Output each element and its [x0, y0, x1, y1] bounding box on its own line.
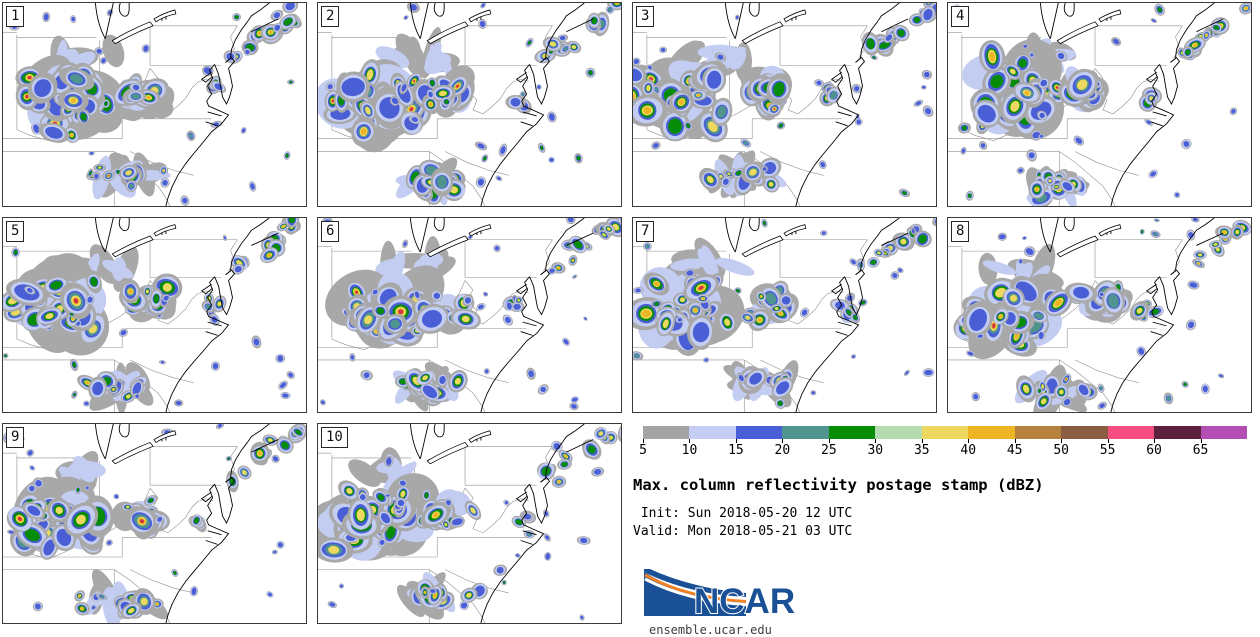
colorbar-tick-label: 40	[960, 443, 976, 458]
ncar-logo-text: NCAR	[694, 582, 795, 621]
member-number-badge: 6	[321, 221, 339, 242]
colorbar-segment	[782, 426, 828, 439]
member-number: 4	[956, 8, 964, 24]
init-time: Init: Sun 2018-05-20 12 UTC	[633, 506, 852, 521]
reflectivity-map	[3, 424, 306, 623]
colorbar-tick-label: 20	[775, 443, 791, 458]
member-number-badge: 3	[636, 6, 654, 27]
colorbar-tick-label: 55	[1100, 443, 1116, 458]
reflectivity-map	[3, 3, 306, 206]
member-number-badge: 8	[951, 221, 969, 242]
member-number: 2	[326, 8, 334, 24]
forecast-panel-6: 6	[317, 217, 622, 413]
colorbar-segment	[643, 426, 689, 439]
colorbar-tick-label: 50	[1053, 443, 1069, 458]
colorbar-tick-label: 15	[728, 443, 744, 458]
reflectivity-map	[318, 218, 621, 412]
colorbar-segment	[875, 426, 921, 439]
colorbar-tick-label: 30	[867, 443, 883, 458]
forecast-panel-4: 4	[947, 2, 1252, 207]
reflectivity-map	[633, 218, 936, 412]
member-number-badge: 9	[6, 427, 24, 448]
member-number: 3	[641, 8, 649, 24]
forecast-panel-10: 10	[317, 423, 622, 624]
reflectivity-map	[3, 218, 306, 412]
member-number-badge: 5	[6, 221, 24, 242]
reflectivity-map	[318, 3, 621, 206]
colorbar-segment	[922, 426, 968, 439]
forecast-panel-5: 5	[2, 217, 307, 413]
member-number: 9	[11, 429, 19, 445]
reflectivity-map	[633, 3, 936, 206]
valid-time: Valid: Mon 2018-05-21 03 UTC	[633, 524, 852, 539]
colorbar-tick-label: 45	[1007, 443, 1023, 458]
ensemble-url: ensemble.ucar.edu	[649, 623, 802, 637]
colorbar-segment	[829, 426, 875, 439]
forecast-panel-8: 8	[947, 217, 1252, 413]
colorbar-segment	[736, 426, 782, 439]
colorbar-tick-label: 65	[1193, 443, 1209, 458]
forecast-panel-7: 7	[632, 217, 937, 413]
colorbar-segment	[689, 426, 735, 439]
reflectivity-map	[318, 424, 621, 623]
colorbar-tick-label: 25	[821, 443, 837, 458]
colorbar-tick-label: 35	[914, 443, 930, 458]
member-number: 1	[11, 8, 19, 24]
member-number-badge: 1	[6, 6, 24, 27]
forecast-panel-2: 2	[317, 2, 622, 207]
reflectivity-colorbar	[643, 426, 1247, 439]
colorbar-segment	[1201, 426, 1247, 439]
colorbar-segment	[1154, 426, 1200, 439]
colorbar-tick-label: 10	[682, 443, 698, 458]
reflectivity-map	[948, 3, 1251, 206]
member-number: 7	[641, 223, 649, 239]
forecast-panel-9: 9	[2, 423, 307, 624]
member-number-badge: 10	[321, 427, 348, 448]
colorbar-tick-label: 5	[639, 443, 647, 458]
forecast-panel-3: 3	[632, 2, 937, 207]
colorbar-segment	[1015, 426, 1061, 439]
colorbar-segment	[1108, 426, 1154, 439]
member-number-badge: 4	[951, 6, 969, 27]
member-number: 8	[956, 223, 964, 239]
colorbar-segment	[1061, 426, 1107, 439]
member-number: 6	[326, 223, 334, 239]
figure-title: Max. column reflectivity postage stamp (…	[633, 476, 1252, 494]
legend-block: 5 10 15 20 25 30 35 40 45 50 55 60 65 Max. column re…	[632, 423, 1252, 624]
colorbar-segment	[968, 426, 1014, 439]
forecast-panel-1: 1	[2, 2, 307, 207]
member-number: 5	[11, 223, 19, 239]
member-number-badge: 7	[636, 221, 654, 242]
reflectivity-map	[948, 218, 1251, 412]
colorbar-tick-label: 60	[1146, 443, 1162, 458]
member-number: 10	[326, 429, 343, 445]
ncar-logo-graphic: NCAR	[642, 569, 802, 621]
init-valid-times: Init: Sun 2018-05-20 12 UTC Valid: Mon 2…	[633, 505, 1252, 540]
member-number-badge: 2	[321, 6, 339, 27]
